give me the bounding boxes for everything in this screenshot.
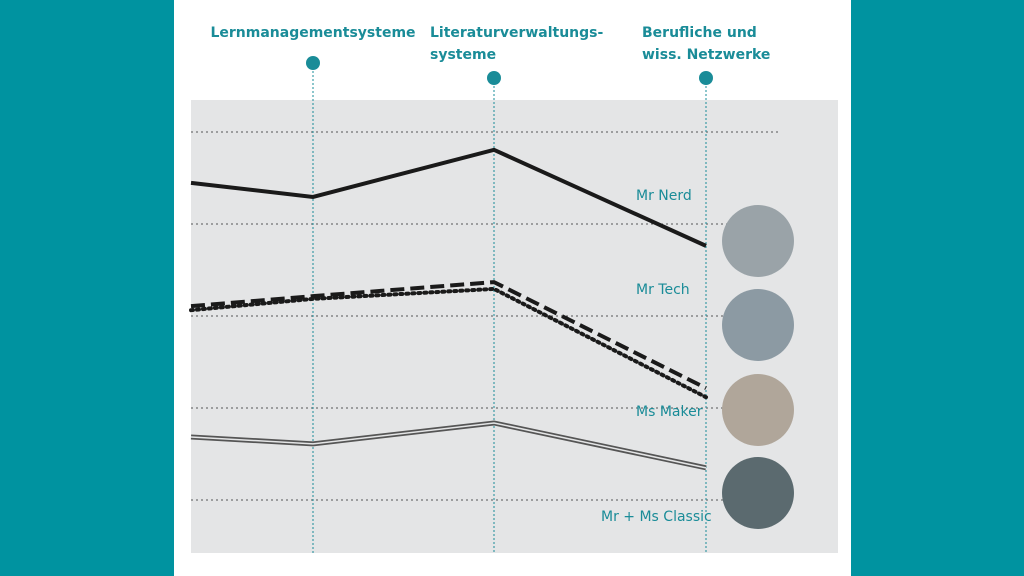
series-label: Mr Nerd: [636, 188, 692, 204]
series-label: Ms Maker: [636, 404, 703, 420]
series-line-inner: [190, 422, 707, 469]
series-line: [190, 147, 707, 248]
category-label: Berufliche und wiss. Netzwerke: [642, 25, 771, 63]
category-dot: [487, 71, 501, 85]
series-label: Mr + Ms Classic: [601, 509, 712, 525]
series-line: [190, 280, 707, 390]
category-label: Lernmanagementsysteme: [210, 25, 416, 41]
persona-photo: [722, 374, 794, 446]
persona-photo: [722, 289, 794, 361]
persona-photo: [722, 205, 794, 277]
persona-photo: [722, 457, 794, 529]
category-label: Literaturverwaltungs- systeme: [430, 25, 604, 63]
category-dot: [306, 56, 320, 70]
series-line: [189, 286, 708, 400]
category-dot: [699, 71, 713, 85]
series-label: Mr Tech: [636, 282, 690, 298]
